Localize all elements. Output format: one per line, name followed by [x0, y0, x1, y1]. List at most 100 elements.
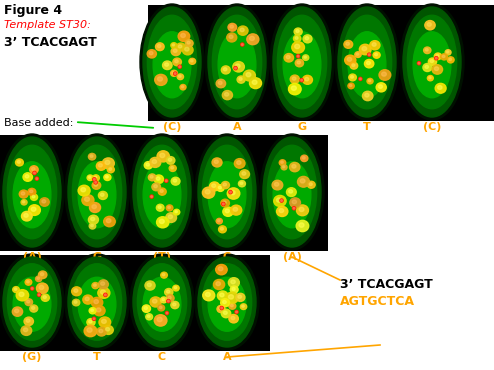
Ellipse shape [428, 58, 437, 65]
Ellipse shape [367, 61, 370, 65]
Ellipse shape [293, 35, 301, 42]
Text: T: T [363, 122, 371, 132]
Ellipse shape [102, 319, 106, 323]
Ellipse shape [237, 76, 245, 83]
Ellipse shape [232, 287, 235, 290]
Ellipse shape [307, 181, 315, 188]
Ellipse shape [173, 58, 181, 66]
Ellipse shape [292, 42, 304, 53]
Ellipse shape [24, 213, 28, 217]
Ellipse shape [101, 282, 105, 285]
Ellipse shape [240, 28, 244, 32]
Ellipse shape [362, 47, 367, 51]
Ellipse shape [287, 188, 296, 196]
Circle shape [92, 317, 96, 320]
Ellipse shape [427, 75, 433, 81]
Ellipse shape [24, 317, 34, 326]
Ellipse shape [173, 179, 177, 182]
Circle shape [36, 178, 38, 179]
Ellipse shape [28, 188, 36, 195]
Ellipse shape [87, 328, 92, 332]
Ellipse shape [288, 83, 301, 95]
Ellipse shape [294, 28, 302, 35]
Ellipse shape [299, 223, 304, 227]
Ellipse shape [89, 320, 92, 323]
Ellipse shape [346, 42, 349, 45]
Ellipse shape [21, 326, 32, 336]
Circle shape [235, 67, 236, 69]
Ellipse shape [378, 85, 382, 88]
Ellipse shape [230, 191, 235, 195]
Ellipse shape [195, 134, 259, 250]
Text: C: C [223, 252, 231, 262]
Ellipse shape [305, 77, 309, 81]
Circle shape [292, 207, 295, 210]
Ellipse shape [252, 80, 257, 84]
Ellipse shape [277, 15, 327, 109]
Ellipse shape [133, 137, 191, 247]
Ellipse shape [147, 50, 157, 58]
Ellipse shape [92, 283, 99, 289]
Text: 3’ TCACGAGT: 3’ TCACGAGT [340, 278, 433, 291]
Ellipse shape [233, 61, 245, 72]
Ellipse shape [365, 60, 374, 68]
Ellipse shape [270, 4, 334, 120]
Ellipse shape [31, 207, 36, 211]
Ellipse shape [173, 285, 179, 291]
Ellipse shape [176, 43, 185, 51]
Text: C: C [158, 352, 166, 362]
Ellipse shape [286, 56, 290, 59]
Ellipse shape [143, 162, 181, 228]
Text: (C): (C) [163, 122, 181, 132]
Ellipse shape [212, 184, 216, 188]
Ellipse shape [98, 287, 110, 298]
Circle shape [234, 67, 237, 70]
Circle shape [33, 171, 36, 175]
Ellipse shape [78, 162, 116, 228]
Ellipse shape [171, 166, 173, 169]
Ellipse shape [239, 181, 246, 187]
Ellipse shape [147, 283, 151, 286]
Ellipse shape [143, 277, 181, 331]
Ellipse shape [372, 43, 376, 46]
Ellipse shape [91, 309, 93, 312]
Ellipse shape [279, 160, 286, 166]
Circle shape [104, 293, 107, 296]
Ellipse shape [297, 176, 309, 187]
Ellipse shape [225, 209, 229, 213]
Ellipse shape [175, 211, 177, 213]
Ellipse shape [277, 206, 288, 216]
Ellipse shape [342, 15, 392, 109]
Ellipse shape [105, 175, 108, 178]
Ellipse shape [23, 328, 28, 332]
Ellipse shape [150, 157, 161, 167]
Ellipse shape [153, 32, 191, 98]
Ellipse shape [302, 75, 313, 84]
Ellipse shape [240, 170, 249, 179]
Ellipse shape [17, 161, 20, 163]
Ellipse shape [218, 186, 221, 189]
Ellipse shape [93, 284, 96, 286]
Ellipse shape [345, 55, 356, 65]
Circle shape [417, 61, 420, 65]
Ellipse shape [272, 180, 283, 190]
Ellipse shape [220, 228, 223, 230]
Circle shape [31, 287, 34, 290]
Ellipse shape [376, 83, 386, 92]
Text: (C): (C) [423, 122, 441, 132]
Circle shape [296, 55, 300, 58]
Circle shape [230, 191, 231, 193]
Ellipse shape [221, 66, 230, 74]
Ellipse shape [219, 307, 222, 310]
Ellipse shape [99, 329, 103, 333]
Ellipse shape [279, 209, 284, 212]
Ellipse shape [168, 296, 171, 299]
Text: G: G [297, 122, 307, 132]
Ellipse shape [400, 4, 464, 120]
Ellipse shape [156, 177, 160, 180]
Ellipse shape [408, 15, 456, 109]
Ellipse shape [0, 254, 64, 350]
Ellipse shape [166, 213, 176, 222]
Ellipse shape [37, 277, 40, 279]
Ellipse shape [25, 279, 32, 285]
